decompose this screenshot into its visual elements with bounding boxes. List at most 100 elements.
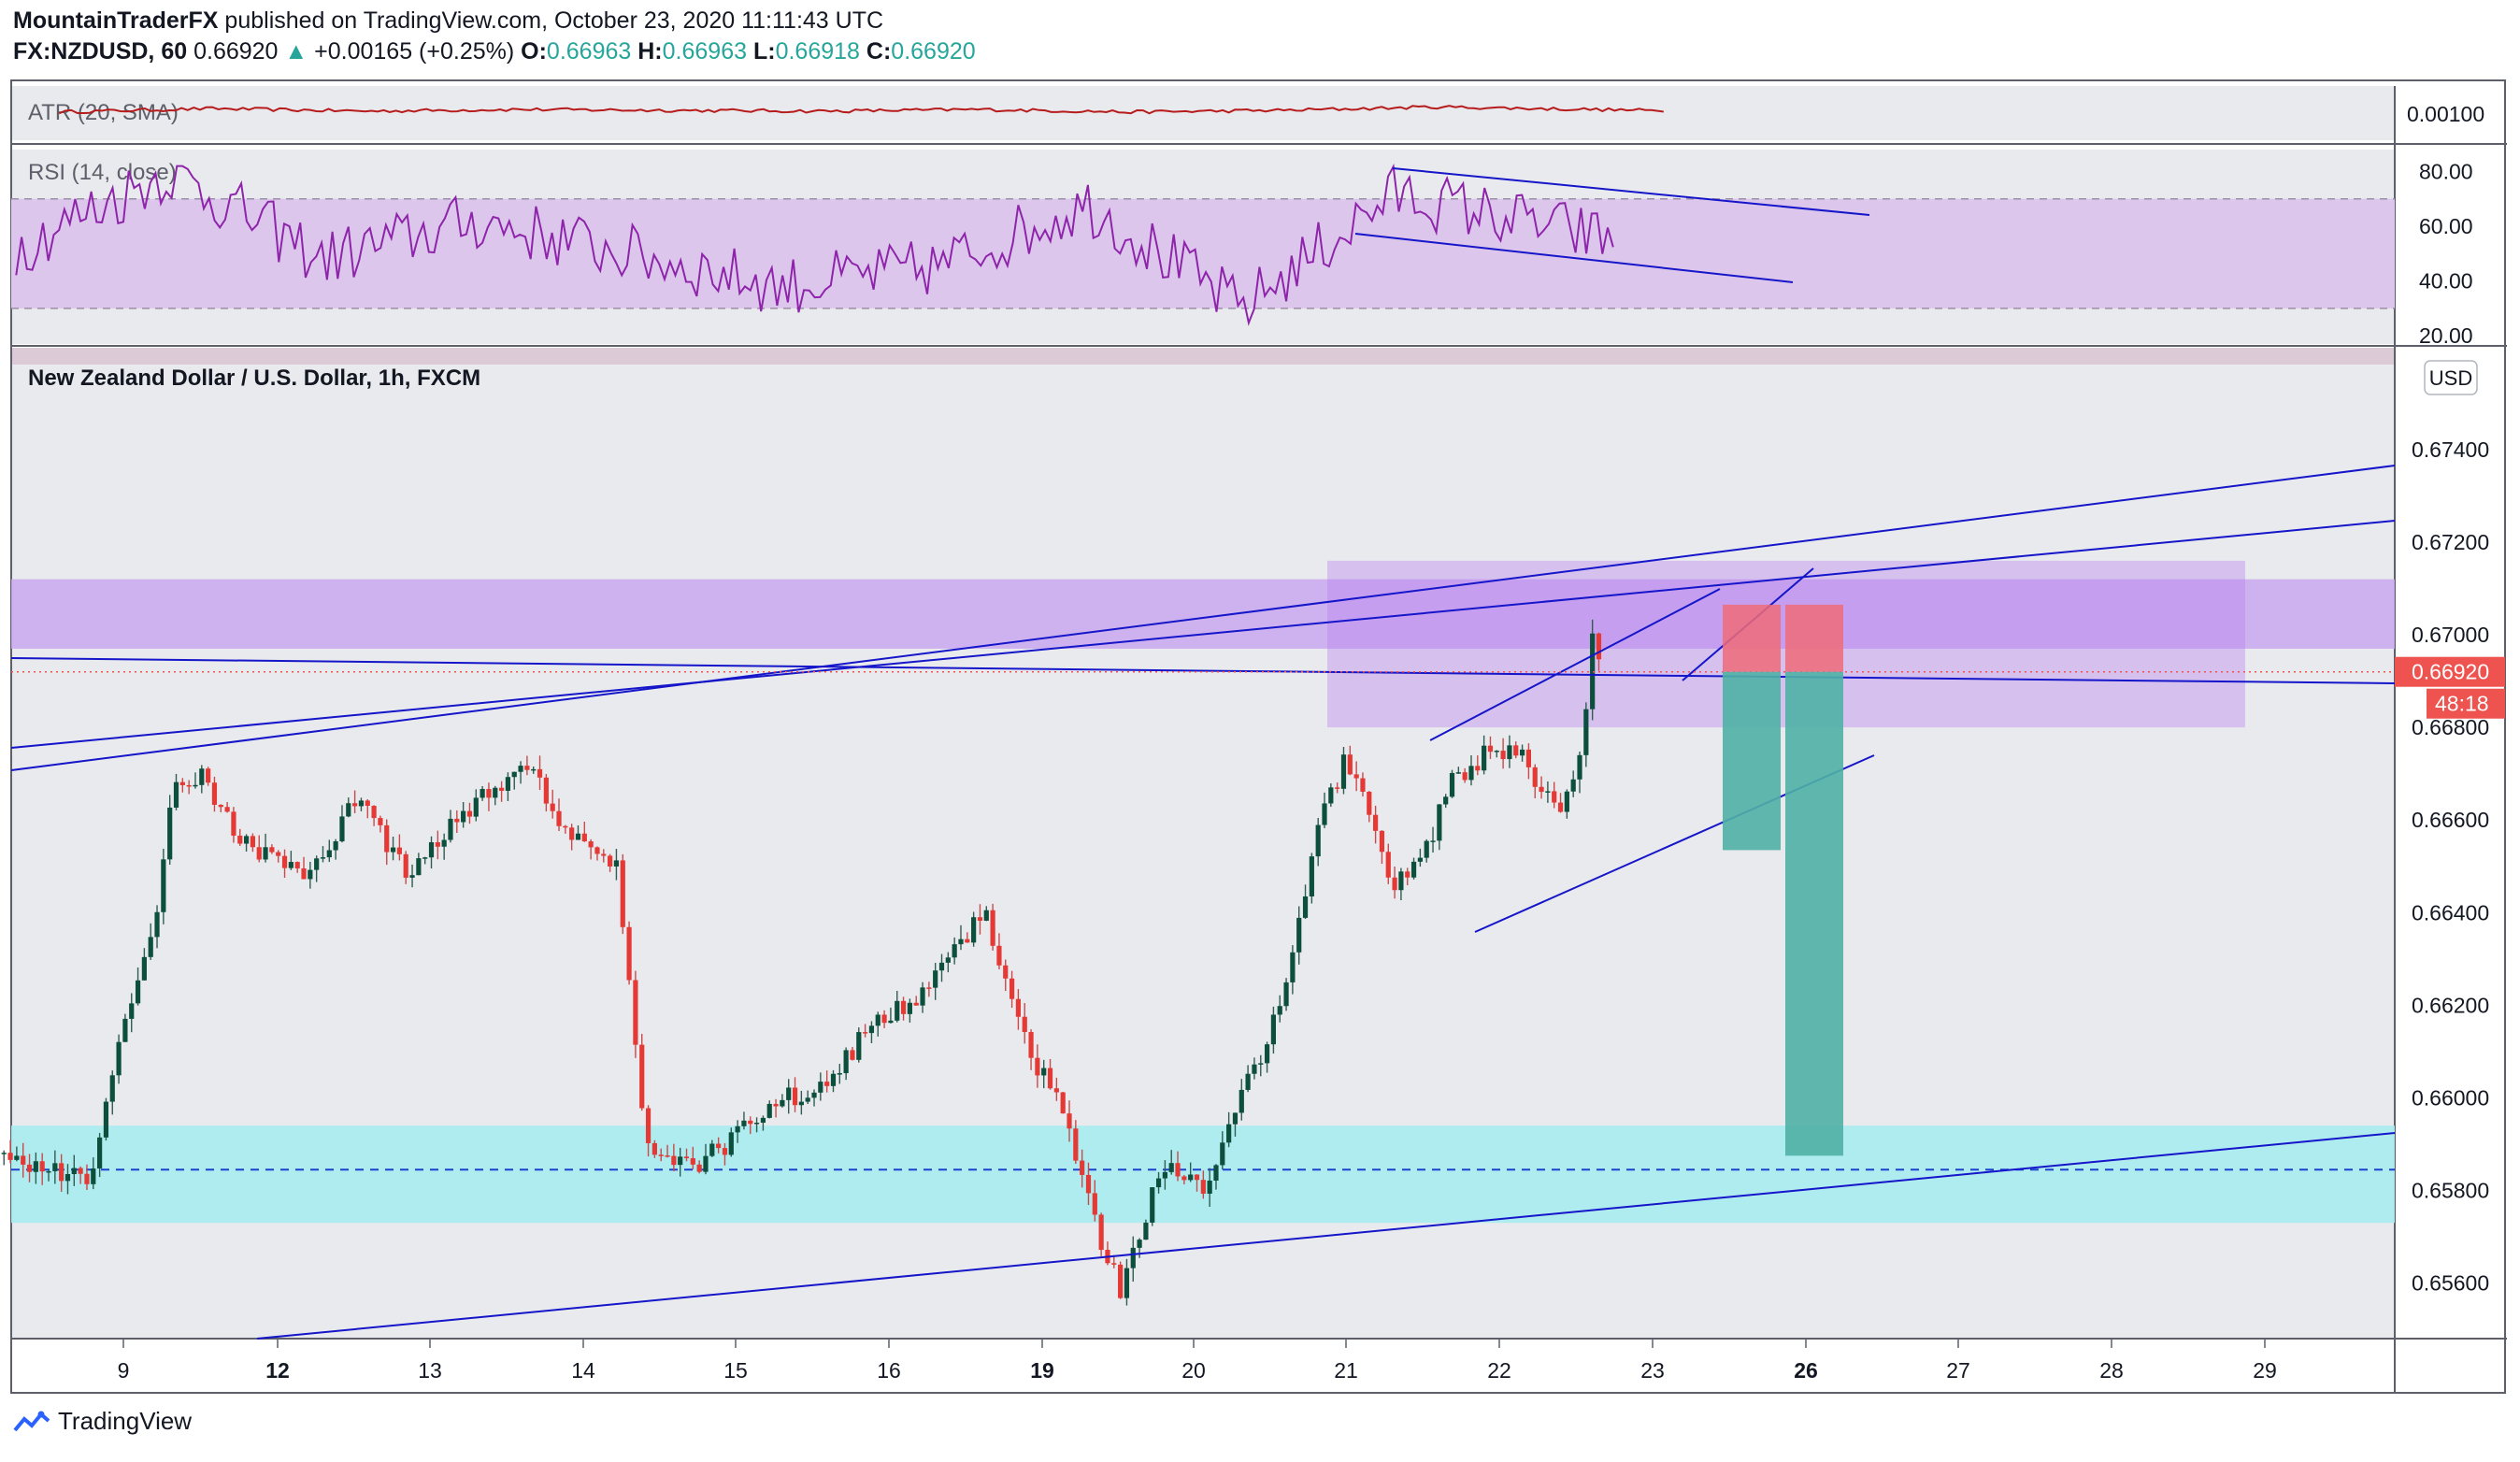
candle-body	[658, 1154, 664, 1156]
candle-body	[1207, 1180, 1212, 1194]
candle-body	[952, 944, 957, 958]
candle-body	[498, 787, 505, 791]
atr-tick-label: 0.00100	[2407, 102, 2484, 126]
candle-body	[601, 853, 607, 856]
candle-body	[907, 1002, 912, 1014]
candle-body	[798, 1101, 804, 1106]
candle-body	[696, 1164, 702, 1172]
candle-body	[26, 1164, 33, 1172]
candle-body	[626, 926, 632, 981]
candle-body	[613, 860, 620, 867]
candle-body	[256, 847, 262, 860]
candle-body	[1482, 745, 1487, 771]
candle-body	[1150, 1187, 1155, 1223]
candle-body	[1015, 998, 1022, 1017]
candle-body	[1, 1153, 7, 1154]
candle-body	[1098, 1214, 1104, 1251]
candle-body	[435, 842, 440, 847]
candle-body	[748, 1120, 753, 1125]
candle-body	[920, 987, 925, 1006]
rsi-trendline-upper	[1392, 167, 1870, 216]
candle-body	[805, 1097, 810, 1102]
candle-body	[735, 1125, 740, 1133]
candle-body	[52, 1163, 58, 1171]
candle-body	[173, 781, 179, 808]
candle-body	[773, 1103, 779, 1107]
author-name[interactable]: MountainTraderFX	[13, 7, 219, 34]
candle-body	[454, 818, 460, 823]
countdown-tag	[2427, 688, 2505, 719]
candle-body	[1258, 1063, 1264, 1065]
candle-body	[505, 777, 511, 791]
candle-body	[1410, 861, 1417, 878]
candle-body	[1570, 779, 1576, 792]
candle-body	[1175, 1163, 1181, 1177]
candle-body	[971, 917, 977, 943]
rsi-tick-label: 20.00	[2419, 323, 2473, 348]
candle-body	[766, 1103, 772, 1118]
candle-body	[639, 1044, 645, 1109]
time-tick-label: 29	[2253, 1358, 2277, 1383]
candle-body	[1155, 1178, 1162, 1188]
candle-body	[71, 1168, 77, 1174]
symbol-legend: FX:NZDUSD, 60 0.66920 ▲ +0.00165 (+0.25%…	[13, 38, 976, 65]
candle-body	[218, 804, 223, 808]
candle-body	[977, 917, 983, 921]
tradingview-logo[interactable]: TradingView	[13, 1407, 192, 1436]
price-change: +0.00165 (+0.25%)	[314, 38, 515, 64]
candle-body	[193, 784, 198, 787]
candle-body	[1340, 754, 1347, 789]
main-legend: New Zealand Dollar / U.S. Dollar, 1h, FX…	[28, 366, 480, 391]
candle-body	[1405, 871, 1410, 878]
candle-body	[237, 835, 243, 844]
rsi-tick-label: 60.00	[2419, 214, 2473, 238]
tradingview-logo-text: TradingView	[58, 1407, 193, 1435]
candle-body	[78, 1168, 83, 1174]
currency-button[interactable]	[2424, 360, 2478, 395]
trendline-upper-1	[10, 465, 2396, 771]
candle-body	[314, 858, 320, 870]
candle-body	[206, 768, 211, 783]
candle-body	[1494, 751, 1499, 752]
candle-body	[179, 781, 185, 785]
candle-body	[996, 945, 1002, 966]
candle-body	[1073, 1128, 1079, 1161]
stop-loss-box-1	[1723, 604, 1781, 672]
candle-body	[518, 766, 523, 772]
candle-body	[678, 1156, 683, 1166]
candle-body	[550, 803, 555, 811]
last-price: 0.66920	[193, 38, 279, 64]
candle-body	[588, 841, 594, 848]
candle-body	[1277, 1006, 1282, 1015]
candle-body	[888, 1020, 894, 1024]
candle-body	[231, 811, 236, 836]
candle-body	[1124, 1268, 1130, 1298]
trendline-horizontal	[10, 657, 2396, 684]
candle-body	[524, 766, 530, 770]
candle-body	[1545, 791, 1551, 793]
candle-body	[1168, 1163, 1174, 1172]
candle-body	[683, 1156, 690, 1159]
candle-body	[301, 867, 307, 880]
symbol-name[interactable]: FX:NZDUSD, 60	[13, 38, 188, 64]
price-tick-label: 0.67200	[2412, 530, 2489, 554]
candle-body	[21, 1155, 26, 1165]
time-tick-label: 21	[1334, 1358, 1358, 1383]
candle-body	[250, 836, 256, 848]
close-value: 0.66920	[891, 38, 976, 64]
candle-body	[863, 1032, 868, 1034]
change-arrow-icon: ▲	[284, 38, 308, 64]
candle-body	[116, 1041, 122, 1076]
candle-body	[14, 1155, 20, 1160]
rsi-line	[15, 163, 1614, 326]
candle-body	[1111, 1263, 1117, 1265]
candle-body	[543, 777, 549, 804]
high-label: H:	[637, 38, 663, 64]
candle-body	[818, 1082, 823, 1093]
candle-body	[1475, 766, 1481, 771]
time-tick-label: 14	[571, 1358, 595, 1383]
candle-body	[461, 810, 466, 823]
candle-body	[620, 860, 625, 927]
